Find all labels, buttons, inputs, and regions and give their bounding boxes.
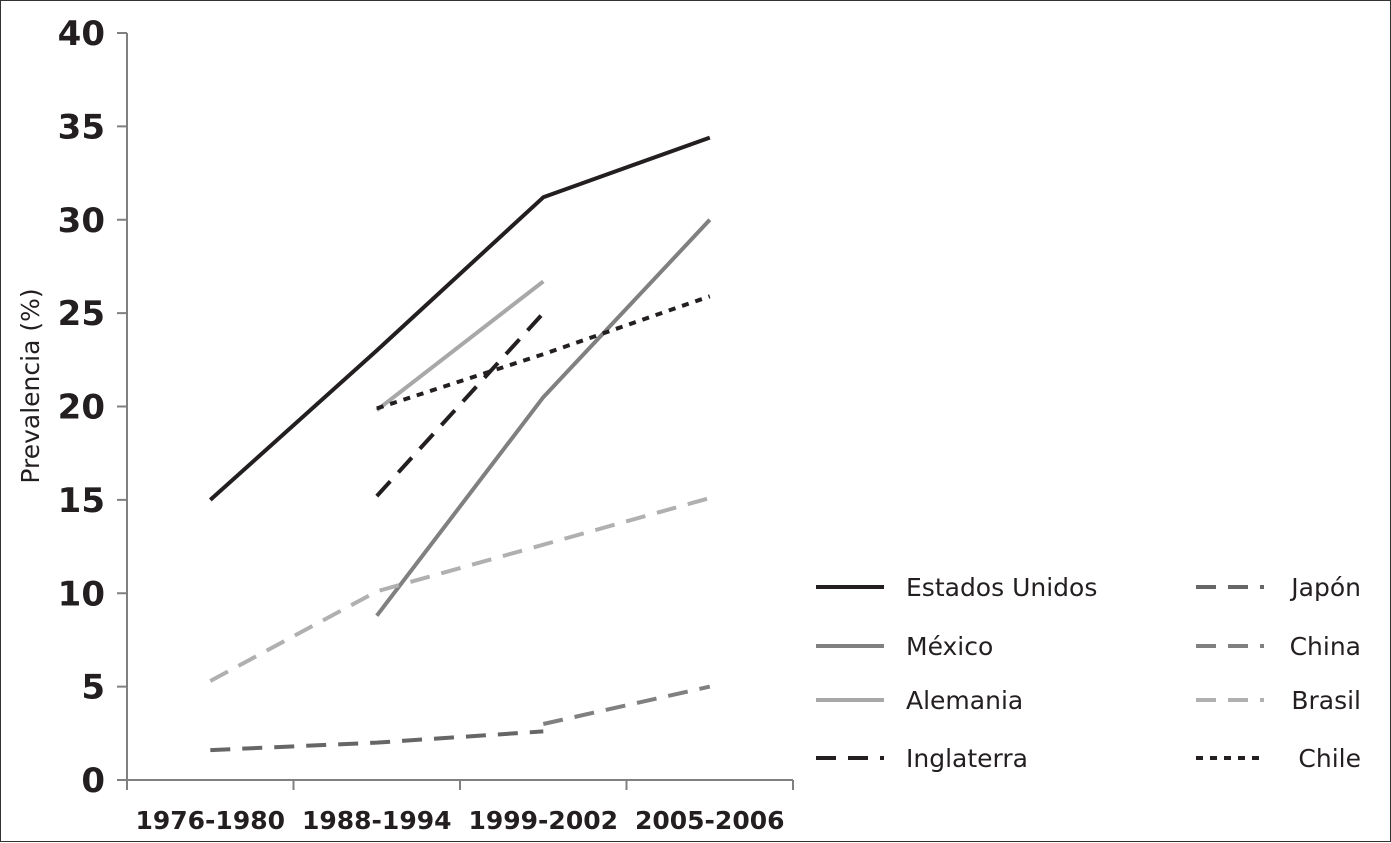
y-axis-label: Prevalencia (%) [16,288,45,483]
legend-label: Alemania [906,686,1023,715]
legend-label: Japón [1289,573,1361,602]
legend-label: Brasil [1291,686,1361,715]
series-line-alemania [375,279,545,412]
series-line-estados-unidos [208,135,711,502]
y-tick-label: 40 [58,14,105,54]
series-line-inglaterra [375,311,545,498]
y-tick-label: 20 [58,388,105,428]
legend-label: Estados Unidos [906,573,1097,602]
x-tick-label: 2005-2006 [635,806,785,835]
legend-label: China [1290,632,1361,661]
x-tick-label: 1976-1980 [135,806,285,835]
x-ticks: 1976-1980 1988-1994 1999-2002 2005-2006 [126,780,794,835]
series-line-brasil [209,496,711,683]
legend-label: México [906,632,993,661]
y-tick-label: 5 [81,668,105,708]
series-line-chile [376,294,711,411]
series-line-m-xico [375,218,712,617]
y-tick-label: 0 [81,761,105,801]
y-tick-label: 25 [58,294,105,334]
legend-label: Inglaterra [906,744,1028,773]
series-line-jap-n [210,729,544,753]
y-ticks: 0 5 10 15 20 25 30 35 40 [58,14,127,801]
x-tick-label: 1988-1994 [302,806,452,835]
y-tick-label: 30 [58,201,105,241]
series-line-china [542,684,711,726]
y-tick-label: 10 [58,574,105,614]
series-lines [208,135,712,753]
x-tick-label: 1999-2002 [468,806,618,835]
legend: Estados Unidos México Alemania Inglaterra Ja… [816,573,1361,773]
legend-label: Chile [1298,744,1361,773]
y-tick-label: 35 [58,107,105,147]
y-tick-label: 15 [58,481,105,521]
